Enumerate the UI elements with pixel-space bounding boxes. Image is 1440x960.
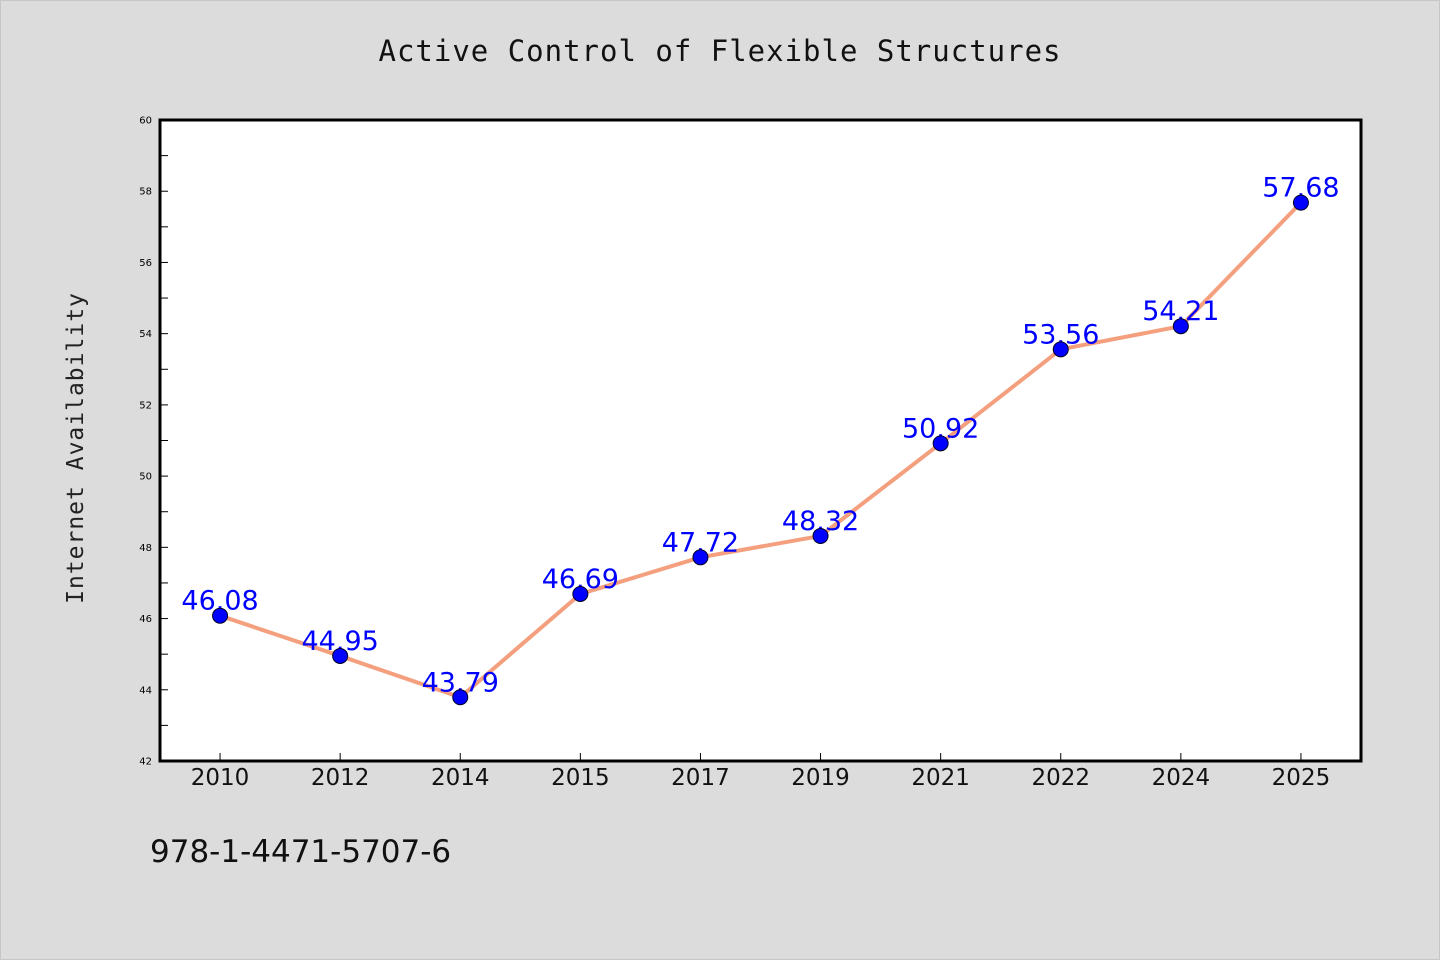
y-tick-label: 48 xyxy=(139,543,152,554)
isbn-text: 978-1-4471-5707-6 xyxy=(150,834,452,870)
x-tick-label: 2024 xyxy=(1152,765,1211,791)
data-point xyxy=(452,689,469,706)
x-tick-label: 2022 xyxy=(1031,765,1090,791)
x-tick-label: 2019 xyxy=(791,765,850,791)
plot-border xyxy=(158,118,1363,763)
series-line xyxy=(219,201,1303,700)
y-tick-label: 42 xyxy=(139,757,152,768)
y-tick-label: 52 xyxy=(139,400,152,411)
x-tick-labels: 2010 2012 2014 2015 2017 2019 2021 2022 2024 2025 xyxy=(191,765,1330,791)
data-point xyxy=(1052,341,1069,358)
x-tick-label: 2010 xyxy=(191,765,250,791)
data-point xyxy=(572,585,589,602)
y-tick-label: 46 xyxy=(139,614,152,625)
y-tick-label: 56 xyxy=(139,258,152,269)
y-tick-label: 44 xyxy=(139,685,152,696)
y-tick-label: 60 xyxy=(139,116,152,127)
data-point xyxy=(1292,194,1309,211)
data-point xyxy=(212,607,229,624)
y-tick-label: 50 xyxy=(139,472,152,483)
x-tick-label: 2012 xyxy=(311,765,370,791)
y-tick-label: 54 xyxy=(139,329,152,340)
data-point xyxy=(932,435,949,452)
x-tick-label: 2017 xyxy=(671,765,730,791)
data-point xyxy=(692,549,709,566)
data-point xyxy=(332,647,349,664)
data-point xyxy=(812,527,829,544)
x-tick-label: 2021 xyxy=(911,765,970,791)
chart-title: Active Control of Flexible Structures xyxy=(378,34,1062,68)
data-markers xyxy=(212,194,1309,706)
plot-area xyxy=(160,120,1361,761)
x-tick-label: 2015 xyxy=(551,765,610,791)
x-tick-label: 2014 xyxy=(431,765,490,791)
y-tick-labels: 42 44 46 48 50 52 54 56 58 60 xyxy=(139,116,152,768)
x-tick-label: 2025 xyxy=(1272,765,1331,791)
y-tick-label: 58 xyxy=(139,187,152,198)
data-point xyxy=(1172,318,1189,335)
